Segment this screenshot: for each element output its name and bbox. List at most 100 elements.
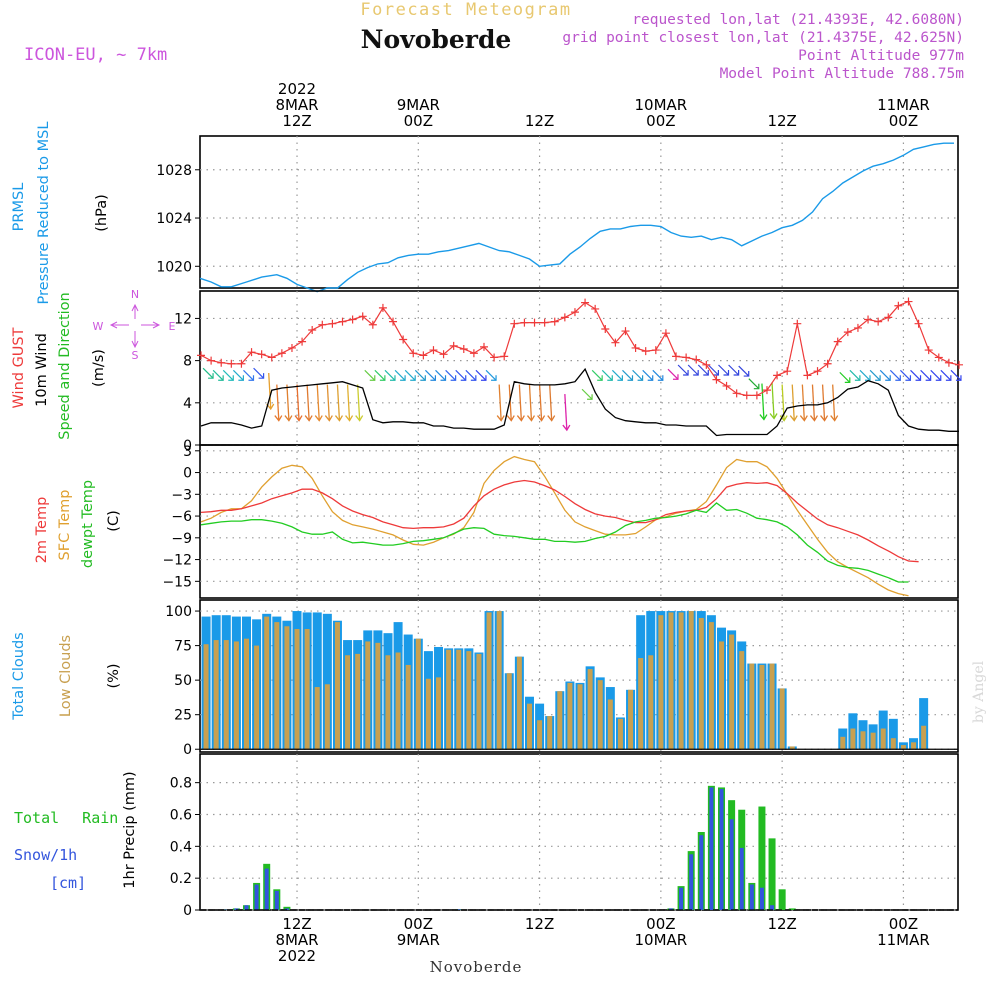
low-clouds-bar: [415, 638, 421, 750]
bottom-time-label: 11MAR: [877, 931, 930, 949]
snow-bar: [274, 890, 279, 910]
wind-arrow: [506, 384, 515, 422]
wind-gust-line: [200, 300, 960, 396]
wind-arrow: [526, 384, 536, 422]
wind-arrow: [581, 388, 593, 400]
pressure-tick-label: 1020: [156, 259, 192, 275]
wind-gust-marker: [287, 343, 296, 352]
low-clouds-bar: [900, 745, 906, 750]
low-clouds-bar: [233, 641, 239, 750]
wind-arrow: [222, 369, 234, 381]
info-line-altitude: Point Altitude 977m: [798, 48, 964, 64]
total-rain-label: Total Rain: [14, 809, 118, 827]
wind-arrow: [455, 369, 467, 381]
low-clouds-bar: [577, 684, 583, 750]
prmsl-label: PRMSL: [11, 183, 27, 232]
wind-10m-line: [200, 367, 959, 437]
snow-bar: [234, 908, 239, 910]
temperature-tick-label: 0: [183, 466, 192, 482]
low-clouds-bar: [274, 622, 280, 750]
pressure-frame: [199, 135, 959, 289]
wind-gust-marker: [570, 308, 579, 317]
wind-arrow: [465, 369, 477, 381]
top-time-label: 12Z: [767, 112, 796, 130]
wind-gust-marker: [378, 303, 387, 312]
info-line-model-altitude: Model Point Altitude 788.75m: [720, 66, 965, 82]
watermark: by Angel: [971, 660, 987, 723]
total-clouds-label: Total Clouds: [11, 632, 27, 720]
wind-arrow: [869, 369, 881, 381]
wind-gust-marker: [479, 342, 488, 351]
wind-gust-marker: [581, 298, 590, 307]
wind-arrow: [718, 364, 730, 376]
wind-gust-marker: [712, 375, 721, 384]
wind-arrow: [687, 364, 699, 376]
temperature-panel: 3 0 −3 −6 −9 −12 −15: [162, 444, 959, 599]
wind-gust-marker: [298, 337, 307, 346]
wind-gust-marker: [197, 351, 206, 360]
compass-east: E: [169, 320, 176, 333]
low-clouds-bar: [708, 622, 714, 750]
low-clouds-bar: [840, 736, 846, 750]
precip-tick-label: 0: [183, 903, 192, 919]
wind-gust-marker: [348, 315, 357, 324]
wind-arrow: [355, 384, 364, 422]
pressure-tick-label: 1024: [156, 211, 192, 227]
low-clouds-bar: [385, 655, 391, 750]
wind-gust-marker: [752, 391, 761, 400]
wind-gust-marker: [682, 353, 691, 362]
wind-gust-marker: [783, 367, 792, 376]
clouds-tick-label: 25: [174, 708, 192, 724]
wind-unit-label: (m/s): [91, 349, 107, 387]
temp-sfc-label: SFC Temp: [57, 490, 73, 561]
rain-bar: [788, 908, 796, 910]
wind-gust-marker: [914, 319, 923, 328]
wind-gust-marker: [247, 348, 256, 357]
wind-gust-marker: [540, 318, 549, 327]
low-clouds-bar: [597, 680, 603, 750]
clouds-tick-label: 0: [183, 742, 192, 758]
bottom-time-label: 00Z: [404, 915, 433, 933]
low-clouds-bar: [587, 669, 593, 750]
wind-gust-marker: [358, 312, 367, 321]
low-clouds-bar: [213, 640, 219, 750]
low-clouds-bar: [334, 622, 340, 750]
compass-arrowheads: [109, 303, 161, 349]
wind-arrow: [899, 369, 912, 381]
wind-gust-marker: [813, 367, 822, 376]
low-clouds-bar: [324, 684, 330, 750]
total-clouds-bar: [322, 613, 332, 750]
snow-bar: [679, 887, 684, 910]
wind-gust-marker: [884, 313, 893, 322]
wind-gust-marker: [742, 391, 751, 400]
info-line-requested: requested lon,lat (21.4393E, 42.6080N): [632, 12, 964, 28]
clouds-panel: 0 25 50 75 100: [165, 599, 959, 758]
wind-arrow: [677, 364, 689, 376]
wind-gust-marker: [651, 346, 660, 355]
precip-tick-label: 0.4: [170, 839, 192, 855]
low-clouds-bar: [365, 641, 371, 750]
low-clouds-bar: [345, 655, 351, 750]
wind-gust-marker: [702, 360, 711, 369]
wind-gust-marker: [661, 329, 670, 338]
wind-arrow: [697, 364, 709, 376]
wind-arrow: [253, 367, 265, 379]
bottom-time-label: 12Z: [525, 915, 554, 933]
low-clouds-bar: [759, 664, 765, 750]
wind-panel: 0 4 8 12: [174, 290, 964, 454]
wind-arrow: [562, 394, 571, 432]
low-clouds-bar: [719, 641, 725, 750]
wind-gust-marker: [429, 346, 438, 355]
precip-tick-label: 0.6: [170, 807, 192, 823]
low-clouds-bar: [880, 728, 886, 750]
top-time-label: 9MAR: [397, 96, 440, 114]
precip-tick-label: 0.8: [170, 776, 192, 792]
wind-arrow: [799, 384, 808, 422]
wind-arrow: [232, 369, 244, 381]
snow-bar: [699, 835, 704, 910]
low-clouds-bar: [678, 612, 684, 750]
rain-bar: [768, 838, 776, 910]
low-clouds-bar: [648, 655, 654, 750]
snow-bar: [729, 819, 734, 910]
